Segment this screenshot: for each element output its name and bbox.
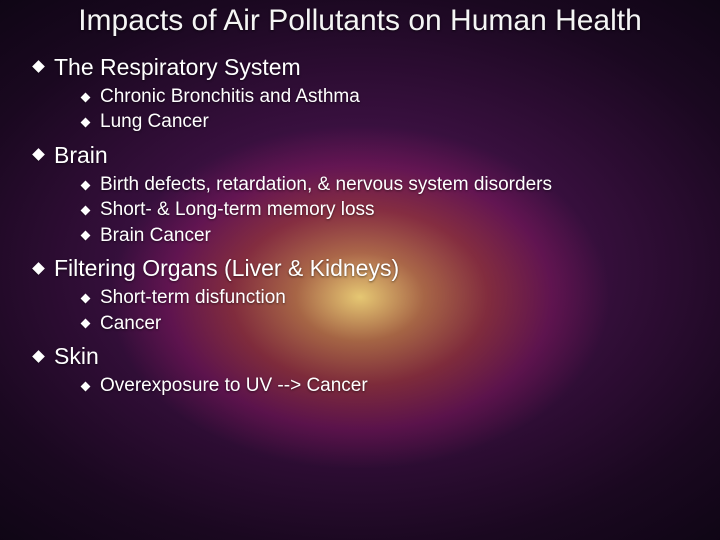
list-item: Brain Cancer: [54, 224, 692, 248]
section-label: Filtering Organs (Liver & Kidneys): [54, 255, 399, 281]
section-label: Skin: [54, 343, 99, 369]
list-item: Short-term disfunction: [54, 286, 692, 310]
slide: Impacts of Air Pollutants on Human Healt…: [0, 0, 720, 540]
bullet-list-level2: Overexposure to UV --> Cancer: [54, 374, 692, 398]
bullet-list-level2: Chronic Bronchitis and Asthma Lung Cance…: [54, 85, 692, 135]
slide-title: Impacts of Air Pollutants on Human Healt…: [28, 4, 692, 39]
section-filtering-organs: Filtering Organs (Liver & Kidneys) Short…: [28, 254, 692, 336]
section-respiratory: The Respiratory System Chronic Bronchiti…: [28, 53, 692, 135]
list-item: Lung Cancer: [54, 110, 692, 134]
list-item: Cancer: [54, 312, 692, 336]
list-item: Birth defects, retardation, & nervous sy…: [54, 173, 692, 197]
bullet-list-level2: Birth defects, retardation, & nervous sy…: [54, 173, 692, 248]
list-item: Chronic Bronchitis and Asthma: [54, 85, 692, 109]
bullet-list-level1: The Respiratory System Chronic Bronchiti…: [28, 53, 692, 399]
section-label: The Respiratory System: [54, 54, 301, 80]
section-skin: Skin Overexposure to UV --> Cancer: [28, 342, 692, 399]
section-label: Brain: [54, 142, 108, 168]
list-item: Short- & Long-term memory loss: [54, 198, 692, 222]
bullet-list-level2: Short-term disfunction Cancer: [54, 286, 692, 336]
list-item: Overexposure to UV --> Cancer: [54, 374, 692, 398]
section-brain: Brain Birth defects, retardation, & nerv…: [28, 141, 692, 248]
